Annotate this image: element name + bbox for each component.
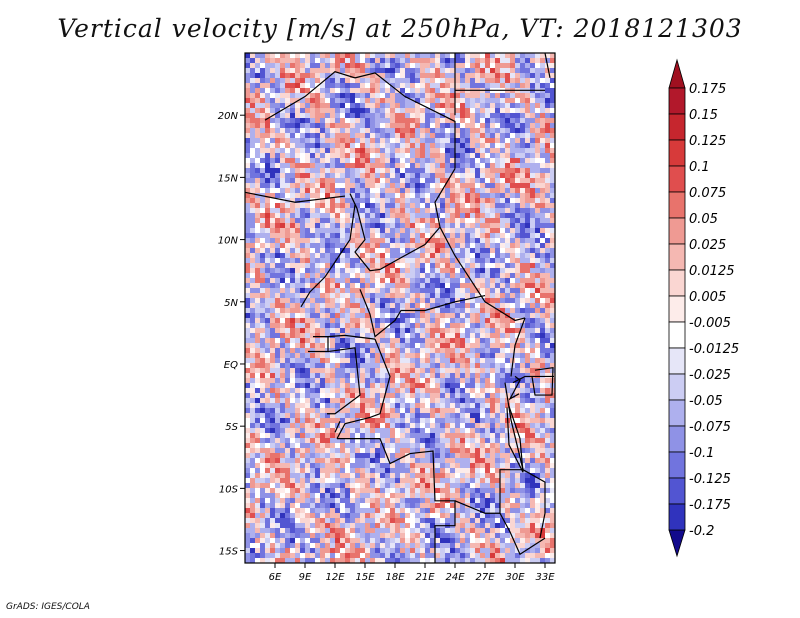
border-line bbox=[327, 347, 361, 415]
border-line bbox=[245, 191, 346, 203]
border-line bbox=[349, 193, 441, 272]
lat-tick-label: 10N bbox=[218, 236, 239, 247]
colorbar-label: 0.05 bbox=[689, 212, 718, 227]
colorbar-label: -0.0125 bbox=[689, 342, 739, 357]
chart-title: Vertical velocity [m/s] at 250hPa, VT: 2… bbox=[57, 14, 743, 43]
border-line bbox=[300, 204, 356, 308]
colorbar-label: -0.05 bbox=[689, 394, 723, 409]
colorbar-swatch bbox=[668, 113, 686, 141]
lon-tick-label: 27E bbox=[475, 572, 495, 583]
colorbar-label: -0.075 bbox=[689, 420, 731, 435]
colorbar-swatch bbox=[668, 139, 686, 167]
lat-tick-label: 15S bbox=[219, 547, 239, 558]
lon-tick-label: 6E bbox=[269, 572, 282, 583]
colorbar-swatch bbox=[668, 217, 686, 245]
grads-credit: GrADS: IGES/COLA bbox=[6, 602, 90, 612]
border-line bbox=[454, 382, 524, 514]
lake-outline bbox=[506, 406, 524, 473]
border-line bbox=[337, 438, 456, 563]
country-borders bbox=[245, 53, 554, 563]
lon-tick-label: 33E bbox=[535, 572, 555, 583]
lon-tick-label: 9E bbox=[299, 572, 312, 583]
colorbar-swatch bbox=[668, 191, 686, 219]
lat-tick-label: 20N bbox=[218, 111, 239, 122]
colorbar-swatch bbox=[668, 87, 686, 115]
lat-tick-label: 15N bbox=[218, 173, 239, 184]
lon-tick-label: 24E bbox=[445, 572, 465, 583]
colorbar-label: -0.175 bbox=[689, 498, 731, 513]
colorbar-swatch bbox=[668, 399, 686, 427]
colorbar-swatch bbox=[668, 451, 686, 479]
longitude-ticks: 6E 9E 12E 15E 18E 21E 24E 27E 30E 33E bbox=[269, 563, 555, 583]
lon-tick-label: 21E bbox=[415, 572, 435, 583]
colorbar-label: 0.025 bbox=[689, 238, 726, 253]
colorbar-swatch bbox=[668, 425, 686, 453]
colorbar-swatch bbox=[668, 347, 686, 375]
colorbar-label: 0.175 bbox=[689, 82, 726, 97]
colorbar-swatch bbox=[668, 269, 686, 297]
border-line bbox=[512, 375, 554, 384]
border-line bbox=[354, 72, 456, 169]
colorbar-bottom-arrow bbox=[668, 529, 686, 558]
colorbar-label: 0.005 bbox=[689, 290, 726, 305]
lat-tick-label: EQ bbox=[224, 360, 238, 371]
colorbar-swatch bbox=[668, 373, 686, 401]
lon-tick-label: 12E bbox=[325, 572, 345, 583]
colorbar-label: -0.1 bbox=[689, 446, 714, 461]
colorbar-swatch bbox=[668, 165, 686, 193]
lake-outline bbox=[531, 367, 554, 396]
border-line bbox=[313, 334, 376, 340]
lat-tick-label: 5N bbox=[224, 298, 238, 309]
colorbar-swatch bbox=[668, 321, 686, 349]
border-line bbox=[359, 289, 486, 338]
colorbar-label: -0.2 bbox=[689, 524, 714, 539]
velocity-field bbox=[245, 53, 555, 563]
border-line bbox=[510, 317, 526, 377]
colorbar-swatch bbox=[668, 295, 686, 323]
colorbar-swatch bbox=[668, 477, 686, 505]
colorbar-label: 0.075 bbox=[689, 186, 726, 201]
latitude-ticks: 20N 15N 10N 5N EQ 5S 10S 15S bbox=[218, 111, 245, 558]
colorbar: 0.175 0.15 0.125 0.1 0.075 0.05 0.025 0.0125 0.0… bbox=[668, 58, 739, 558]
lat-tick-label: 5S bbox=[225, 422, 238, 433]
border-line bbox=[508, 375, 521, 401]
border-line bbox=[264, 70, 356, 121]
lon-tick-label: 15E bbox=[355, 572, 375, 583]
colorbar-swatch bbox=[668, 243, 686, 271]
border-line bbox=[544, 53, 551, 78]
colorbar-label: 0.0125 bbox=[689, 264, 735, 279]
colorbar-label: -0.125 bbox=[689, 472, 731, 487]
colorbar-swatch bbox=[668, 503, 686, 531]
lon-tick-label: 30E bbox=[505, 572, 525, 583]
colorbar-label: 0.15 bbox=[689, 108, 718, 123]
border-line bbox=[334, 420, 341, 433]
border-line bbox=[336, 338, 391, 439]
colorbar-label: -0.005 bbox=[689, 316, 731, 331]
map-frame bbox=[244, 52, 556, 564]
border-line bbox=[522, 469, 546, 539]
colorbar-label: 0.1 bbox=[689, 160, 710, 175]
colorbar-top-arrow bbox=[668, 58, 686, 89]
border-line bbox=[499, 512, 546, 556]
border-line bbox=[434, 168, 526, 322]
lat-tick-label: 10S bbox=[219, 484, 239, 495]
lon-tick-label: 18E bbox=[385, 572, 405, 583]
colorbar-label: -0.025 bbox=[689, 368, 731, 383]
colorbar-label: 0.125 bbox=[689, 134, 726, 149]
